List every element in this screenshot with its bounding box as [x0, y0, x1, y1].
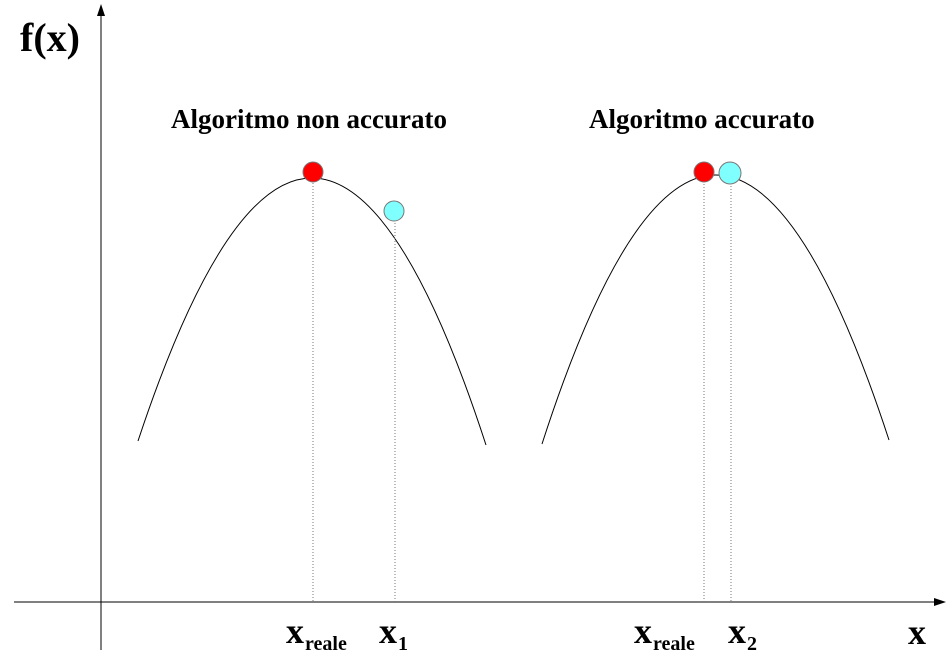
- panel-title-left: Algoritmo non accurato: [171, 104, 447, 134]
- x1-subscript: 1: [398, 633, 408, 655]
- x-reale-label-left: xreale: [286, 613, 347, 654]
- x-reale-symbol: x: [286, 611, 304, 651]
- x1-label: x1: [379, 613, 408, 654]
- x-axis-label: x: [908, 612, 926, 652]
- curve-left: [137, 177, 487, 446]
- true-point-left: [302, 161, 324, 183]
- y-axis-arrow: [97, 4, 105, 16]
- x-axis-arrow: [934, 598, 946, 606]
- x-reale-subscript: reale: [653, 633, 695, 655]
- x2-label: x2: [728, 613, 757, 654]
- x-reale-subscript: reale: [305, 633, 347, 655]
- curve-right: [541, 174, 890, 445]
- x2-subscript: 2: [747, 633, 757, 655]
- x-reale-label-right: xreale: [634, 613, 695, 654]
- panel-title-right: Algoritmo accurato: [589, 104, 815, 134]
- x2-symbol: x: [728, 611, 746, 651]
- true-point-right: [693, 161, 715, 183]
- approx-point-x2: [718, 161, 742, 185]
- x-reale-symbol: x: [634, 611, 652, 651]
- x1-symbol: x: [379, 611, 397, 651]
- approx-point-x1: [383, 200, 405, 222]
- y-axis-label: f(x): [20, 15, 80, 60]
